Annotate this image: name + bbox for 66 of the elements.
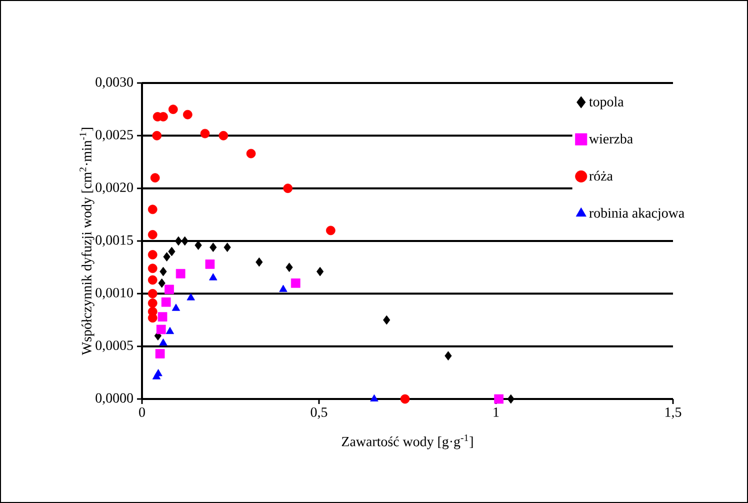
point	[148, 298, 158, 308]
x-tick-label: 1,5	[666, 407, 682, 419]
point	[148, 264, 158, 274]
point	[160, 266, 167, 276]
point	[326, 226, 336, 236]
x-tick-label: 1	[494, 407, 499, 417]
y-tick-label: 0,0030	[96, 77, 133, 89]
point	[148, 204, 158, 214]
point	[154, 369, 162, 376]
point	[209, 273, 218, 280]
point	[163, 252, 170, 262]
legend-label: róża	[589, 170, 613, 181]
point	[181, 236, 188, 246]
x-tick-label: 0,5	[310, 408, 328, 419]
point	[156, 324, 166, 334]
point	[210, 242, 217, 252]
point	[159, 338, 168, 346]
point	[218, 130, 228, 140]
x-axis-title: Zawartość wody [g·g$^{-1}$]	[342, 434, 473, 450]
point	[168, 246, 176, 256]
point	[256, 257, 263, 267]
point	[148, 288, 158, 298]
point	[152, 130, 162, 140]
point	[205, 259, 215, 269]
point	[494, 394, 504, 404]
point	[158, 312, 168, 322]
legend-label: wierzba	[588, 134, 633, 144]
point	[444, 351, 452, 360]
point	[290, 278, 300, 288]
point	[286, 262, 293, 272]
point	[316, 266, 324, 276]
point	[166, 326, 174, 334]
point	[283, 184, 293, 194]
y-tick-label: 0,0000	[96, 393, 133, 405]
point	[383, 315, 390, 325]
point	[507, 394, 514, 404]
point	[150, 173, 160, 182]
point	[172, 304, 180, 311]
y-tick-label: 0,0015	[96, 235, 133, 247]
point	[174, 236, 182, 246]
point	[224, 242, 231, 252]
point	[182, 110, 192, 120]
y-tick-label: 0,0025	[96, 130, 133, 142]
y-tick-label: 0,0020	[96, 182, 133, 194]
point	[400, 394, 410, 404]
point	[200, 128, 210, 138]
y-axis-title: Współczynnik dyfuzji wody [cm$^{2}$·min$^{-1}$]	[80, 128, 94, 356]
point	[155, 349, 165, 358]
point	[186, 293, 195, 300]
point	[158, 278, 166, 288]
point	[370, 394, 378, 402]
y-tick-label: 0,0005	[96, 340, 133, 352]
point	[246, 148, 256, 158]
point	[148, 230, 158, 240]
x-tick-label: 0	[139, 408, 145, 417]
point	[148, 250, 158, 260]
point	[164, 284, 174, 294]
y-tick-label: 0,0010	[96, 288, 133, 300]
point	[168, 104, 178, 114]
legend-label: robinia akacjowa	[589, 208, 684, 221]
legend-label: topola	[589, 96, 624, 110]
point	[176, 268, 186, 278]
point	[148, 275, 158, 285]
point	[279, 284, 288, 292]
point	[148, 306, 158, 316]
point	[161, 297, 171, 307]
